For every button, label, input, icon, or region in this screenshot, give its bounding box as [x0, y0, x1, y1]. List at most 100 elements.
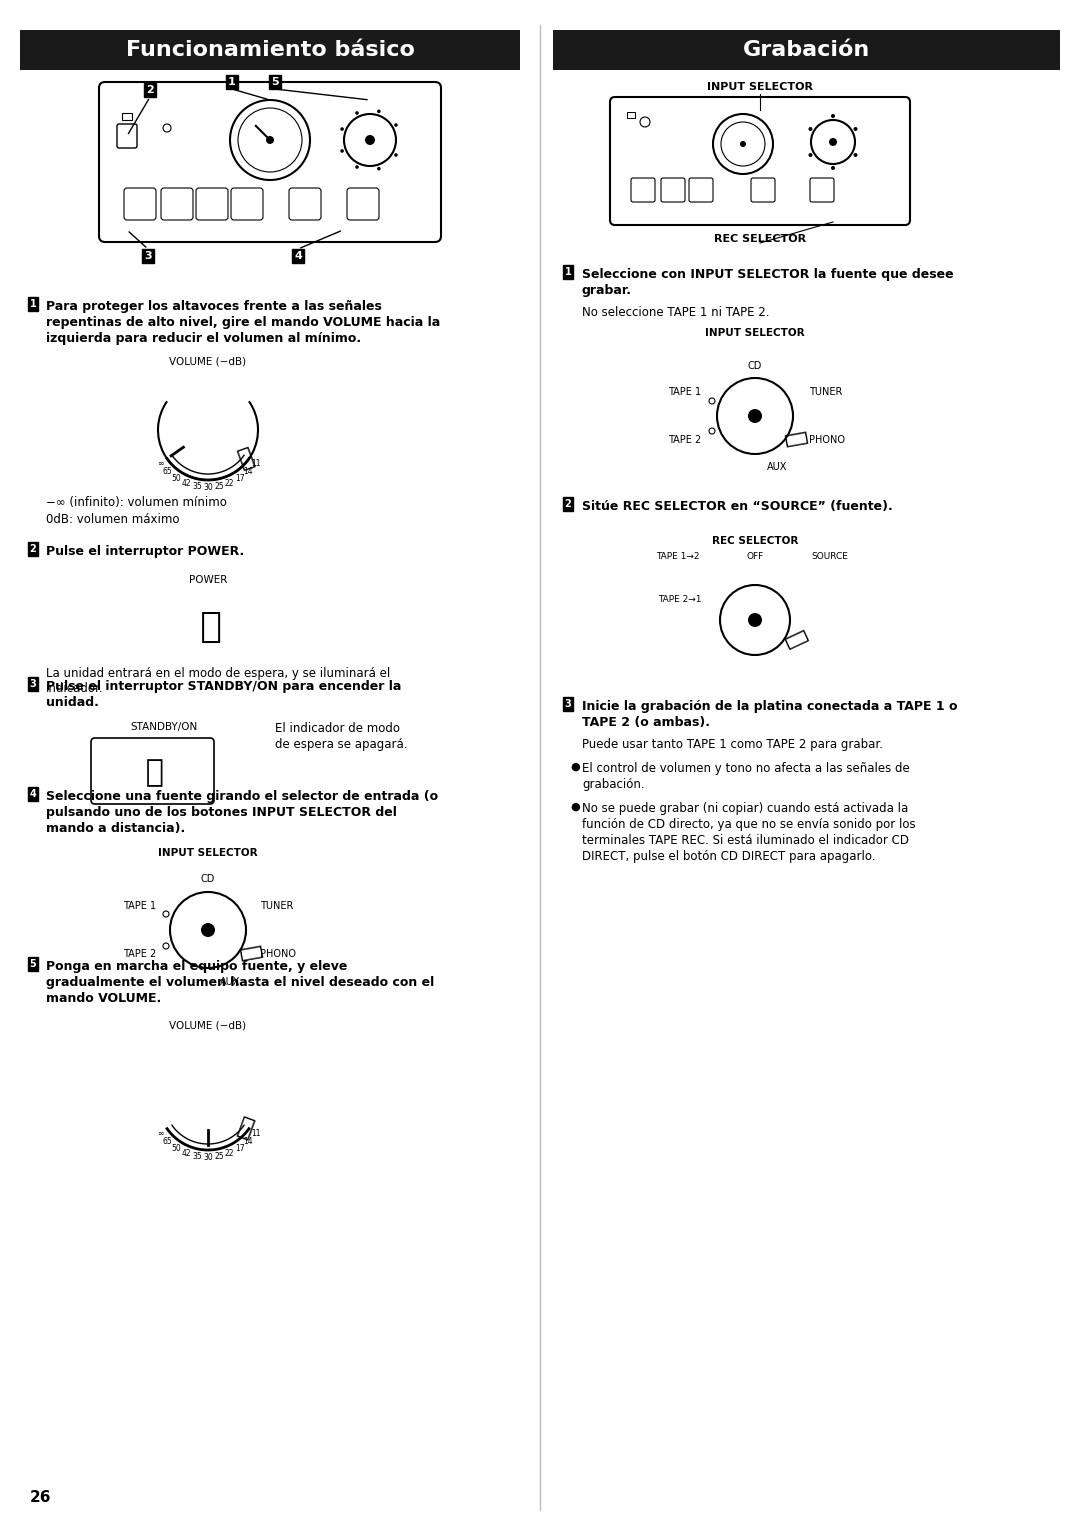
Text: repentinas de alto nivel, gire el mando VOLUME hacia la: repentinas de alto nivel, gire el mando … [46, 316, 441, 330]
Circle shape [266, 136, 274, 143]
Text: 4: 4 [29, 789, 37, 800]
Text: INPUT SELECTOR: INPUT SELECTOR [158, 848, 258, 858]
FancyBboxPatch shape [553, 31, 1059, 70]
Circle shape [717, 378, 793, 455]
Text: 30: 30 [203, 484, 213, 493]
FancyBboxPatch shape [21, 31, 519, 70]
Text: 50: 50 [172, 1144, 181, 1154]
Circle shape [163, 124, 171, 133]
Text: 11: 11 [251, 1129, 260, 1138]
Text: gradualmente el volumen hasta el nivel deseado con el: gradualmente el volumen hasta el nivel d… [46, 977, 434, 989]
Text: ∞: ∞ [158, 459, 164, 468]
Text: función de CD directo, ya que no se envía sonido por los: función de CD directo, ya que no se enví… [582, 818, 916, 832]
Text: 42: 42 [181, 1149, 191, 1158]
FancyBboxPatch shape [195, 188, 228, 220]
Text: Pulse el interruptor STANDBY/ON para encender la: Pulse el interruptor STANDBY/ON para enc… [46, 681, 402, 693]
Text: STANDBY/ON: STANDBY/ON [130, 722, 198, 732]
Circle shape [201, 923, 215, 937]
Text: 👋: 👋 [234, 444, 257, 472]
Text: ●: ● [570, 761, 580, 772]
Circle shape [809, 127, 812, 131]
Text: TUNER: TUNER [809, 388, 842, 397]
FancyBboxPatch shape [122, 113, 132, 121]
Circle shape [340, 127, 343, 131]
Circle shape [853, 127, 858, 131]
Text: 3: 3 [29, 679, 37, 690]
Text: Para proteger los altavoces frente a las señales: Para proteger los altavoces frente a las… [46, 301, 382, 313]
Text: 22: 22 [225, 479, 234, 488]
Text: TAPE 2: TAPE 2 [667, 435, 701, 446]
Circle shape [394, 124, 397, 127]
Text: unidad.: unidad. [46, 696, 99, 710]
Text: 35: 35 [192, 1152, 202, 1161]
Text: 17: 17 [234, 475, 244, 484]
Circle shape [377, 110, 380, 113]
Text: −∞ (infinito): volumen mínimo: −∞ (infinito): volumen mínimo [46, 496, 227, 510]
Text: Pulse el interruptor POWER.: Pulse el interruptor POWER. [46, 545, 244, 559]
Text: INPUT SELECTOR: INPUT SELECTOR [705, 328, 805, 337]
Text: Sitúe REC SELECTOR en “SOURCE” (fuente).: Sitúe REC SELECTOR en “SOURCE” (fuente). [582, 501, 893, 513]
Text: 11: 11 [251, 459, 260, 468]
Circle shape [748, 613, 762, 627]
Text: mando VOLUME.: mando VOLUME. [46, 992, 161, 1006]
Text: PHONO: PHONO [809, 435, 845, 446]
Text: SOURCE: SOURCE [811, 552, 849, 562]
Text: VOLUME (−dB): VOLUME (−dB) [170, 1019, 246, 1030]
FancyBboxPatch shape [99, 82, 441, 243]
Text: CD: CD [201, 874, 215, 884]
Text: 14: 14 [243, 1137, 253, 1146]
Text: CD: CD [747, 362, 762, 371]
Text: 35: 35 [192, 482, 202, 491]
Text: 3: 3 [565, 699, 571, 710]
Text: 25: 25 [214, 482, 224, 491]
Circle shape [640, 118, 650, 127]
Text: 5: 5 [271, 76, 279, 87]
Circle shape [238, 108, 302, 172]
Circle shape [748, 409, 762, 423]
FancyBboxPatch shape [689, 179, 713, 201]
Circle shape [355, 165, 359, 169]
Text: Grabación: Grabación [742, 40, 869, 60]
Circle shape [720, 584, 789, 655]
Text: INPUT SELECTOR: INPUT SELECTOR [707, 82, 813, 92]
Text: Inicie la grabación de la platina conectada a TAPE 1 o: Inicie la grabación de la platina conect… [582, 700, 958, 713]
FancyBboxPatch shape [631, 179, 654, 201]
Circle shape [829, 137, 837, 146]
Circle shape [163, 911, 168, 917]
Text: 30: 30 [203, 1154, 213, 1163]
Circle shape [377, 166, 380, 171]
Text: 14: 14 [243, 467, 253, 476]
Circle shape [853, 153, 858, 157]
Text: PHONO: PHONO [260, 949, 296, 958]
Text: 🖐: 🖐 [781, 626, 809, 650]
Text: de espera se apagará.: de espera se apagará. [275, 739, 407, 751]
Text: Seleccione con INPUT SELECTOR la fuente que desee: Seleccione con INPUT SELECTOR la fuente … [582, 269, 954, 281]
Text: TAPE 2: TAPE 2 [123, 949, 156, 958]
Text: TUNER: TUNER [260, 900, 294, 911]
Circle shape [345, 114, 396, 166]
FancyBboxPatch shape [289, 188, 321, 220]
FancyBboxPatch shape [610, 98, 910, 224]
Text: REC SELECTOR: REC SELECTOR [712, 536, 798, 546]
Text: grabación.: grabación. [582, 778, 645, 790]
Text: 22: 22 [225, 1149, 234, 1158]
Text: 3: 3 [145, 250, 152, 261]
FancyBboxPatch shape [751, 179, 775, 201]
Text: 1: 1 [29, 299, 37, 308]
FancyBboxPatch shape [124, 188, 156, 220]
Text: mando a distancia).: mando a distancia). [46, 823, 186, 835]
Text: La unidad entrará en el modo de espera, y se iluminará el
indicador.: La unidad entrará en el modo de espera, … [46, 667, 390, 694]
Text: POWER: POWER [189, 575, 227, 584]
Text: 1: 1 [565, 267, 571, 278]
Text: pulsando uno de los botones INPUT SELECTOR del: pulsando uno de los botones INPUT SELECT… [46, 806, 396, 819]
Circle shape [394, 153, 397, 157]
Circle shape [811, 121, 855, 163]
Circle shape [170, 893, 246, 967]
Text: 👋: 👋 [234, 1114, 257, 1141]
Text: 26: 26 [30, 1491, 52, 1506]
Text: TAPE 1: TAPE 1 [123, 900, 156, 911]
Text: Puede usar tanto TAPE 1 como TAPE 2 para grabar.: Puede usar tanto TAPE 1 como TAPE 2 para… [582, 739, 883, 751]
Text: AUX: AUX [767, 462, 787, 472]
Text: 4: 4 [294, 250, 302, 261]
Text: TAPE 2 (o ambas).: TAPE 2 (o ambas). [582, 716, 710, 729]
